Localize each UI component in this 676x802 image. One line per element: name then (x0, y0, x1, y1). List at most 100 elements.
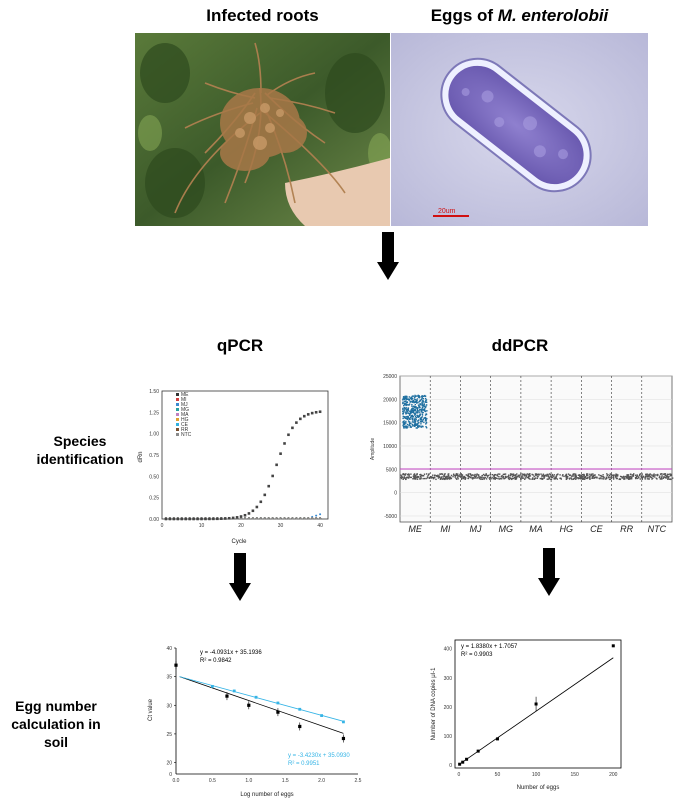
equation-2: y = -3.4230x + 35.0930 (288, 753, 350, 759)
negative-droplet (457, 478, 459, 480)
negative-droplet (511, 473, 513, 475)
well-label: MG (499, 524, 514, 534)
dd-point (461, 760, 465, 764)
qpcr-point (259, 517, 262, 520)
negative-droplet (564, 475, 567, 477)
negative-droplet (571, 478, 573, 481)
negative-droplet (547, 475, 549, 477)
negative-droplet (502, 475, 505, 478)
negative-droplet (626, 477, 628, 480)
qpcr-y-label: dRn (138, 451, 144, 462)
positive-droplet (410, 422, 412, 425)
positive-droplet (403, 404, 405, 407)
negative-droplet (568, 474, 571, 476)
negative-droplet (565, 476, 568, 478)
positive-droplet (425, 404, 428, 406)
negative-droplet (500, 475, 502, 478)
negative-droplet (459, 475, 461, 477)
dd-y-tick: 400 (444, 647, 453, 653)
negative-droplet (464, 478, 466, 480)
negative-droplet (454, 475, 457, 477)
negative-droplet (579, 474, 581, 476)
negative-droplet (536, 477, 538, 480)
negative-droplet (574, 473, 576, 475)
std-point-blue (254, 695, 258, 699)
positive-droplet (408, 414, 411, 417)
negative-droplet (413, 473, 416, 475)
negative-droplet (669, 475, 672, 477)
qpcr-me-point (267, 484, 271, 488)
negative-droplet (665, 475, 668, 478)
negative-droplet (660, 473, 662, 475)
negative-droplet (580, 475, 583, 477)
negative-droplet (532, 474, 534, 476)
positive-droplet (414, 394, 416, 397)
negative-droplet (642, 475, 645, 478)
negative-droplet (502, 477, 505, 479)
negative-droplet (652, 475, 655, 478)
positive-droplet (426, 417, 428, 420)
positive-droplet (404, 404, 406, 406)
negative-droplet (420, 477, 422, 479)
negative-droplet (476, 477, 478, 479)
dd-y-label: Number of DNA copies μl-1 (431, 667, 437, 740)
negative-droplet (608, 474, 611, 477)
qpcr-amplification-chart: 0.00 0.25 0.50 0.75 1.00 1.25 1.50 0 10 20 30 40 M… (138, 389, 329, 545)
qpcr-me-point (263, 493, 267, 497)
positive-droplet (402, 423, 405, 426)
positive-droplet (425, 419, 427, 421)
positive-droplet (404, 396, 406, 398)
positive-droplet (411, 414, 414, 417)
negative-droplet (626, 477, 628, 479)
negative-droplet (654, 474, 657, 476)
negative-droplet (413, 474, 416, 476)
negative-droplet (514, 476, 517, 478)
legend-label: CE (181, 422, 189, 428)
qpcr-y-tick: 1.50 (149, 389, 159, 395)
positive-droplet (425, 400, 427, 402)
negative-droplet (667, 476, 670, 479)
positive-droplet (421, 402, 424, 404)
negative-droplet (465, 474, 467, 476)
negative-droplet (631, 474, 633, 476)
positive-droplet (410, 409, 412, 411)
positive-droplet (414, 400, 417, 403)
negative-droplet (648, 478, 650, 480)
negative-droplet (442, 475, 444, 478)
negative-droplet (656, 473, 659, 476)
negative-droplet (619, 475, 622, 478)
negative-droplet (619, 478, 622, 481)
negative-droplet (515, 476, 517, 478)
positive-droplet (419, 425, 421, 427)
positive-droplet (402, 402, 404, 405)
negative-droplet (548, 478, 550, 480)
negative-droplet (660, 477, 662, 479)
negative-droplet (442, 478, 444, 480)
positive-droplet (421, 416, 423, 418)
negative-droplet (495, 477, 498, 480)
negative-droplet (523, 474, 526, 476)
negative-droplet (524, 478, 526, 480)
positive-droplet (421, 413, 423, 415)
negative-droplet (480, 478, 482, 481)
negative-droplet (509, 477, 511, 479)
qpcr-me-point (196, 517, 199, 521)
qpcr-me-point (306, 413, 310, 416)
negative-droplet (474, 477, 476, 479)
qpcr-y-tick: 0.75 (149, 453, 159, 459)
negative-droplet (592, 473, 594, 475)
ddpcr-heading: ddPCR (491, 336, 549, 355)
positive-droplet (412, 400, 415, 403)
negative-droplet (432, 476, 435, 479)
dd-y-tick: 300 (444, 676, 453, 682)
negative-droplet (542, 473, 545, 475)
negative-droplet (578, 474, 580, 476)
negative-droplet (587, 475, 589, 477)
negative-droplet (477, 474, 479, 476)
negative-droplet (664, 474, 667, 477)
negative-droplet (484, 474, 487, 476)
negative-droplet (507, 475, 509, 478)
positive-droplet (411, 423, 413, 426)
negative-droplet (508, 476, 510, 479)
positive-droplet (408, 423, 411, 425)
